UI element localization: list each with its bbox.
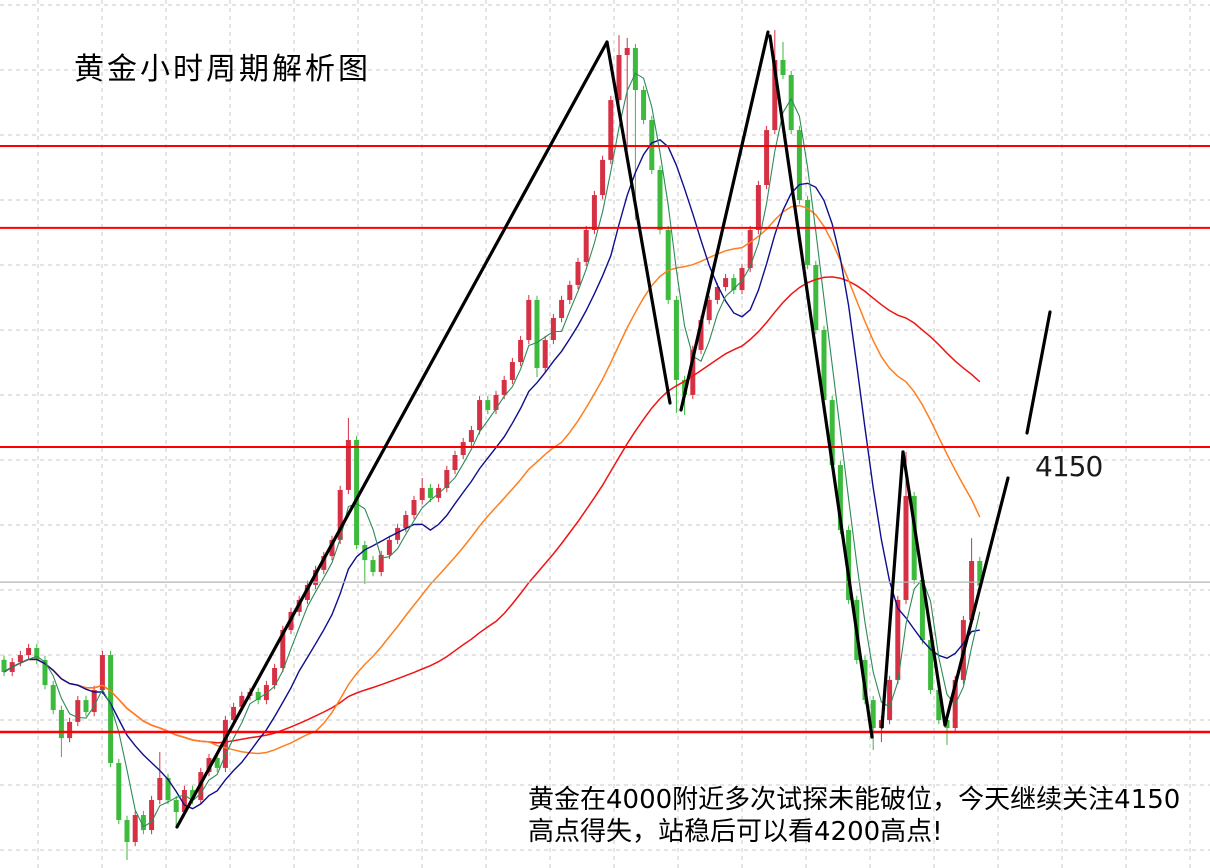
- ma-layer: [3, 72, 981, 828]
- ma-slowest-line: [3, 276, 981, 744]
- trend-line: [605, 40, 672, 405]
- annotation-line-2: 高点得失，站稳后可以看4200高点!: [528, 817, 943, 847]
- trend-line: [880, 450, 905, 729]
- candles-layer: [1, 29, 983, 861]
- trendlines-layer: [175, 30, 1052, 829]
- levels-layer: [0, 145, 1210, 734]
- ma-fast-line: [3, 72, 981, 828]
- trend-line: [1025, 310, 1052, 435]
- trend-line: [901, 450, 947, 727]
- price-level-label-4150: 4150: [1035, 450, 1103, 483]
- ma-mid-line: [3, 138, 980, 810]
- trend-line: [768, 34, 874, 739]
- trend-line: [175, 40, 609, 829]
- trend-line: [679, 30, 770, 412]
- chart-title: 黄金小时周期解析图: [74, 52, 371, 87]
- annotation-line-1: 黄金在4000附近多次试探未能破位，今天继续关注4150: [528, 785, 1181, 815]
- ma-slow-line: [3, 204, 981, 755]
- analysis-annotation: 黄金在4000附近多次试探未能破位，今天继续关注4150 高点得失，站稳后可以看…: [528, 784, 1180, 848]
- trend-line: [943, 476, 1010, 727]
